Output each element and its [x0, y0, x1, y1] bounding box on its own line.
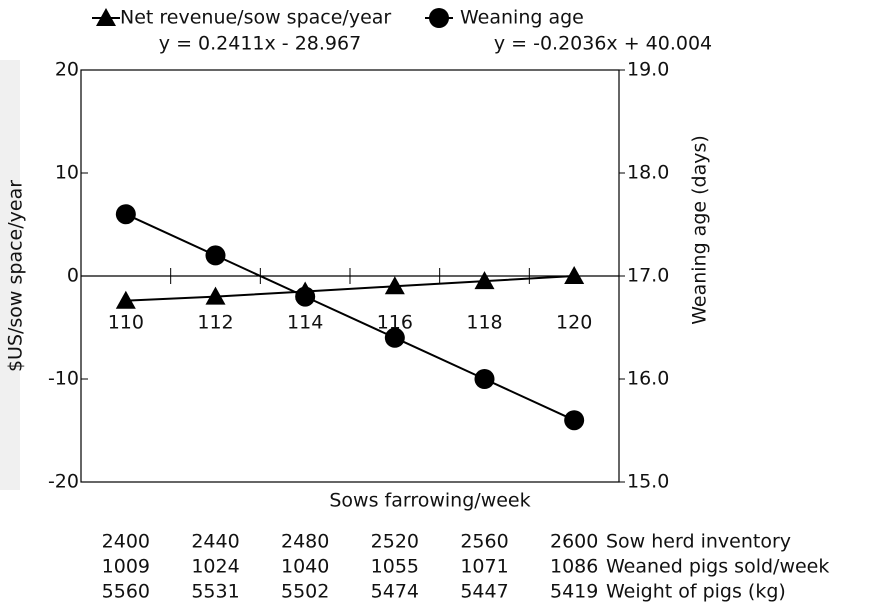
legend-marker: [429, 8, 449, 28]
table-cell: 5531: [191, 581, 239, 603]
data-point: [474, 369, 495, 389]
data-point: [205, 286, 226, 305]
y-tick-label: 20: [55, 59, 79, 81]
y-tick-label: -20: [48, 471, 79, 493]
data-point: [384, 276, 405, 295]
table-cell: 5419: [550, 581, 598, 603]
table-cell: 1040: [281, 556, 329, 578]
x-tick-label: 116: [377, 312, 413, 334]
y-tick-label: 10: [55, 162, 79, 184]
data-point: [474, 271, 495, 290]
y2-axis-label: Weaning age (days): [689, 135, 711, 325]
equation: y = 0.2411x - 28.967: [159, 33, 361, 55]
legend-label: Net revenue/sow space/year: [120, 7, 391, 29]
table-cell: 1071: [460, 556, 508, 578]
x-tick-label: 110: [108, 312, 144, 334]
table-cell: 5474: [371, 581, 419, 603]
x-tick-label: 118: [466, 312, 502, 334]
data-point: [115, 290, 136, 309]
table-cell: 2440: [191, 531, 239, 553]
x-tick-label: 114: [287, 312, 323, 334]
side-strip: [0, 60, 20, 490]
x-axis-label: Sows farrowing/week: [329, 490, 530, 512]
y2-tick-label: 16.0: [627, 368, 669, 390]
table-cell: 1055: [371, 556, 419, 578]
y2-tick-label: 17.0: [627, 265, 669, 287]
table-row-label: Sow herd inventory: [606, 531, 791, 553]
legend-label: Weaning age: [460, 7, 584, 29]
table-cell: 2480: [281, 531, 329, 553]
table-cell: 2400: [102, 531, 150, 553]
table-cell: 5560: [102, 581, 150, 603]
table-cell: 5447: [460, 581, 508, 603]
data-point: [564, 410, 585, 431]
x-tick-label: 120: [556, 312, 592, 334]
data-point: [384, 327, 405, 348]
table-row-label: Weight of pigs (kg): [606, 581, 786, 603]
table-cell: 5502: [281, 581, 329, 603]
data-point: [115, 204, 136, 225]
data-point: [295, 286, 316, 307]
data-point: [205, 245, 226, 266]
y-tick-label: 0: [67, 265, 79, 287]
y2-tick-label: 19.0: [627, 59, 669, 81]
legend-marker: [96, 8, 116, 26]
series-line: [125, 213, 575, 422]
table-cell: 1009: [102, 556, 150, 578]
data-point: [564, 266, 585, 284]
table-cell: 1024: [191, 556, 239, 578]
table-cell: 2560: [460, 531, 508, 553]
y-tick-label: -10: [48, 368, 79, 390]
series-line: [125, 275, 575, 302]
equation: y = -0.2036x + 40.004: [494, 33, 712, 55]
table-cell: 2520: [371, 531, 419, 553]
table-cell: 2600: [550, 531, 598, 553]
y-axis-label: $US/sow space/year: [5, 180, 27, 372]
y2-tick-label: 15.0: [627, 471, 669, 493]
table-cell: 1086: [550, 556, 598, 578]
x-tick-label: 112: [197, 312, 233, 334]
table-row-label: Weaned pigs sold/week: [606, 556, 829, 578]
y2-tick-label: 18.0: [627, 162, 669, 184]
